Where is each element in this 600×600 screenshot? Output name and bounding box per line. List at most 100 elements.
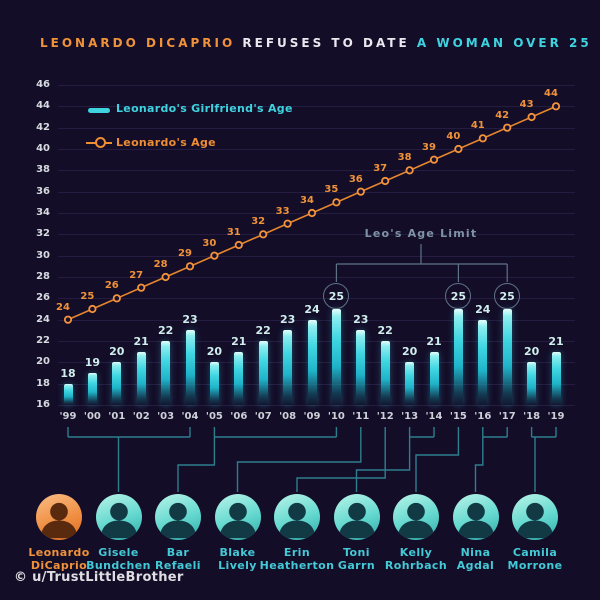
leo-age-value-label: 42 xyxy=(495,109,510,121)
person-icon xyxy=(338,502,375,539)
x-axis-tick-label: '13 xyxy=(401,411,419,422)
connector-line xyxy=(67,427,191,492)
person-name: Leonardo DiCaprio xyxy=(17,546,101,572)
girlfriend-age-bar xyxy=(185,330,195,405)
girlfriend-avatar xyxy=(274,494,320,540)
person-name-line2: Agdal xyxy=(456,559,495,572)
leo-age-value-label: 35 xyxy=(324,184,339,196)
gridline xyxy=(58,362,575,364)
leo-age-value-label: 31 xyxy=(226,227,241,238)
y-axis-tick-label: 22 xyxy=(36,335,50,346)
leo-age-value-label: 32 xyxy=(251,216,266,228)
title-a-woman-over-25: A WOMAN OVER 25 xyxy=(416,36,592,50)
girlfriend-avatar xyxy=(95,494,142,540)
x-axis-tick-label: '19 xyxy=(547,411,565,422)
age-limit-circled-value: 25 xyxy=(494,283,521,309)
person-name-line1: Leonardo xyxy=(28,546,90,559)
x-axis-tick-label: '10 xyxy=(327,411,345,422)
person-name: Blake Lively xyxy=(196,546,280,572)
connector-line xyxy=(177,427,338,492)
bar-value-label: 18 xyxy=(60,366,76,380)
legend-bar-swatch xyxy=(88,108,110,113)
person-name-line1: Gisele xyxy=(98,546,139,559)
person-name-line1: Nina xyxy=(460,546,491,559)
leo-age-value-label: 28 xyxy=(153,259,168,270)
y-axis-tick-label: 36 xyxy=(36,185,50,197)
x-axis-tick-label: '00 xyxy=(83,411,101,422)
x-axis-tick-label: '09 xyxy=(303,411,321,422)
y-axis-tick-label: 40 xyxy=(36,143,50,154)
girlfriend-age-bar xyxy=(161,341,171,405)
girlfriend-age-bar xyxy=(234,351,244,405)
y-axis-tick-label: 46 xyxy=(36,79,50,90)
person-name-line2: Bundchen xyxy=(86,559,151,572)
y-axis-tick-label: 34 xyxy=(36,207,50,218)
girlfriend-age-bar xyxy=(87,373,97,405)
leo-age-value-label: 34 xyxy=(300,195,314,206)
x-axis-tick-label: '06 xyxy=(230,411,248,422)
person-icon xyxy=(100,502,137,539)
leo-age-point xyxy=(527,112,536,122)
girlfriend-age-bar xyxy=(527,362,537,405)
leo-age-value-label: 25 xyxy=(80,291,95,302)
leo-age-value-label: 30 xyxy=(202,237,217,249)
x-axis-tick-label: '05 xyxy=(205,411,223,422)
x-axis-tick-label: '16 xyxy=(474,411,492,422)
leonardo-avatar xyxy=(36,494,82,540)
leo-age-value-label: 33 xyxy=(275,205,290,217)
x-axis-tick-label: '08 xyxy=(279,411,297,422)
bar-value-label: 20 xyxy=(523,345,540,359)
bar-value-label: 23 xyxy=(182,313,198,327)
leo-age-value-label: 39 xyxy=(422,141,436,153)
bar-value-label: 22 xyxy=(377,324,393,337)
y-axis-tick-label: 18 xyxy=(36,377,50,389)
y-axis-tick-label: 30 xyxy=(36,249,50,261)
legend-line-dot xyxy=(95,137,106,148)
girlfriend-avatar xyxy=(452,494,499,540)
girlfriend-age-bar xyxy=(429,351,439,405)
person-icon xyxy=(516,502,554,539)
person-name: Kelly Rohrbach xyxy=(374,546,458,572)
person-name-line2: Refaeli xyxy=(155,559,201,572)
gridline xyxy=(58,213,575,214)
leo-age-point xyxy=(332,198,341,207)
age-limit-circled-value: 25 xyxy=(323,283,350,309)
person-name: Erin Heatherton xyxy=(255,546,339,572)
age-limit-circled-value: 25 xyxy=(445,283,472,309)
bar-value-label: 23 xyxy=(353,313,369,327)
leo-age-value-label: 37 xyxy=(373,163,388,174)
connector-line xyxy=(474,427,508,492)
person-icon xyxy=(40,502,78,539)
person-name-line1: Erin xyxy=(283,546,311,559)
bar-value-label: 23 xyxy=(279,313,296,327)
bar-value-label: 21 xyxy=(426,334,442,348)
x-axis-tick-label: '04 xyxy=(181,411,199,422)
x-axis-tick-label: '14 xyxy=(425,411,443,422)
title-refuses-to-date: REFUSES TO DATE xyxy=(242,36,410,50)
leo-age-point xyxy=(478,134,487,143)
connector-line xyxy=(530,427,557,492)
person-name-line2: DiCaprio xyxy=(30,559,88,572)
girlfriend-avatar xyxy=(214,494,261,540)
person-name: Toni Garrn xyxy=(315,546,399,572)
bar-value-label: 19 xyxy=(84,356,101,369)
person-name: Gisele Bundchen xyxy=(77,546,161,572)
connector-line xyxy=(236,427,362,492)
page-title: LEONARDO DICAPRIO REFUSES TO DATE A WOMA… xyxy=(40,36,592,50)
y-axis-tick-label: 28 xyxy=(36,271,50,282)
person-icon xyxy=(219,502,256,539)
leo-age-point xyxy=(381,176,390,186)
person-name-line2: Morrone xyxy=(507,559,563,572)
connector-line xyxy=(415,427,460,492)
girlfriend-age-bar xyxy=(453,309,463,405)
leo-age-value-label: 38 xyxy=(397,152,412,164)
bar-value-label: 20 xyxy=(109,345,125,359)
girlfriend-age-bar xyxy=(63,383,73,405)
girlfriend-avatar xyxy=(393,494,439,540)
person-name-line2: Garrn xyxy=(337,559,376,572)
y-axis-tick-label: 20 xyxy=(36,356,50,368)
person-icon xyxy=(397,502,435,539)
leo-age-point xyxy=(234,240,243,250)
girlfriend-age-bar xyxy=(502,309,512,405)
x-axis-tick-label: '03 xyxy=(157,411,175,422)
